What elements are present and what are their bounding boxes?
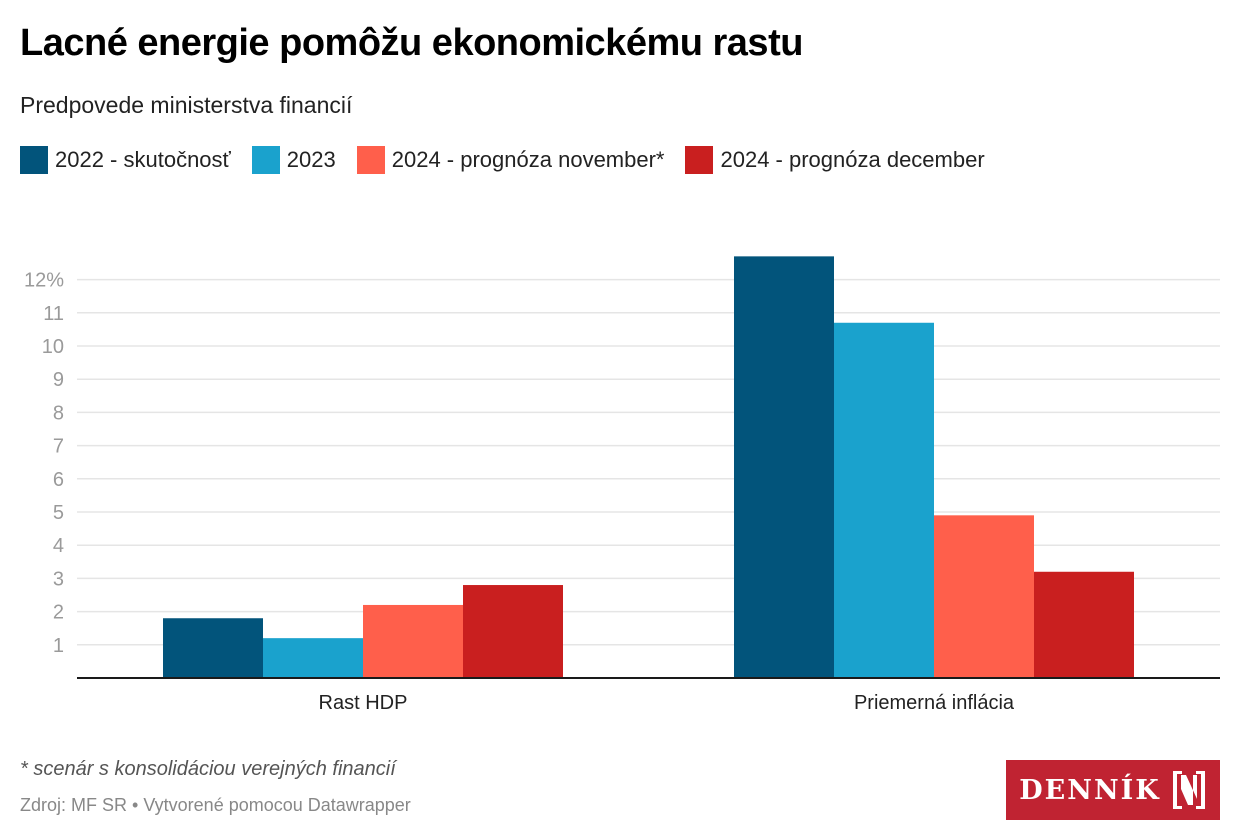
bar bbox=[734, 256, 834, 678]
logo-n-icon bbox=[1172, 771, 1205, 809]
y-tick-label: 6 bbox=[53, 469, 64, 491]
legend-swatch-2024-december bbox=[685, 146, 714, 174]
y-tick-label: 5 bbox=[53, 502, 64, 524]
logo-text: DENNÍK bbox=[1019, 774, 1161, 806]
chart-subtitle: Predpovede ministerstva financií bbox=[20, 92, 353, 118]
legend-label: 2024 - prognóza november* bbox=[391, 147, 665, 172]
bar bbox=[363, 604, 463, 678]
x-axis-labels: Rast HDP Priemerná inflácia bbox=[319, 692, 1015, 714]
legend-item-2024-november: 2024 - prognóza november* bbox=[356, 146, 665, 174]
x-category-label: Priemerná inflácia bbox=[854, 692, 1015, 714]
chart-title: Lacné energie pomôžu ekonomickému rastu bbox=[20, 22, 803, 64]
legend-item-2024-december: 2024 - prognóza december bbox=[685, 146, 985, 174]
legend-label: 2024 - prognóza december bbox=[720, 147, 985, 172]
x-category-label: Rast HDP bbox=[319, 692, 408, 714]
y-tick-label: 1 bbox=[53, 635, 64, 657]
footnote: * scenár s konsolidáciou verejných finan… bbox=[20, 758, 396, 780]
bars bbox=[163, 256, 1134, 678]
y-tick-label: 7 bbox=[53, 436, 64, 458]
legend-swatch-2022 bbox=[20, 146, 48, 174]
legend-item-2023: 2023 bbox=[251, 146, 336, 174]
legend-item-2022: 2022 - skutočnosť bbox=[20, 146, 231, 174]
bar bbox=[163, 618, 263, 678]
bar bbox=[934, 515, 1034, 678]
y-tick-label: 12% bbox=[24, 270, 64, 292]
legend-label: 2022 - skutočnosť bbox=[55, 147, 231, 172]
dennik-n-logo[interactable]: DENNÍK bbox=[1006, 760, 1220, 820]
bar bbox=[834, 322, 934, 678]
y-tick-label: 4 bbox=[53, 535, 64, 557]
bar bbox=[463, 585, 563, 678]
y-axis-ticks: 1 2 3 4 5 6 7 8 9 10 11 12% bbox=[24, 270, 64, 657]
y-tick-label: 2 bbox=[53, 602, 64, 624]
source-credit[interactable]: Vytvorené pomocou Datawrapper bbox=[143, 795, 411, 815]
y-tick-label: 8 bbox=[53, 402, 64, 424]
legend: 2022 - skutočnosť 2023 2024 - prognóza n… bbox=[20, 146, 1006, 174]
source-label: Zdroj: MF SR bbox=[20, 795, 128, 815]
bar-chart: 1 2 3 4 5 6 7 8 9 10 11 12% Rast HDP Priemerná inflá… bbox=[24, 256, 1220, 714]
y-tick-label: 9 bbox=[53, 369, 64, 391]
bar bbox=[1034, 571, 1134, 678]
y-tick-label: 3 bbox=[53, 568, 64, 590]
y-tick-label: 10 bbox=[42, 336, 64, 358]
legend-swatch-2024-november bbox=[356, 146, 385, 174]
legend-label: 2023 bbox=[286, 147, 336, 172]
bar bbox=[263, 638, 363, 678]
legend-swatch-2023 bbox=[251, 146, 280, 174]
source-separator: • bbox=[132, 795, 139, 815]
y-tick-label: 11 bbox=[43, 303, 64, 325]
source-line: Zdroj: MF SR • Vytvorené pomocou Datawrapp… bbox=[20, 795, 411, 816]
